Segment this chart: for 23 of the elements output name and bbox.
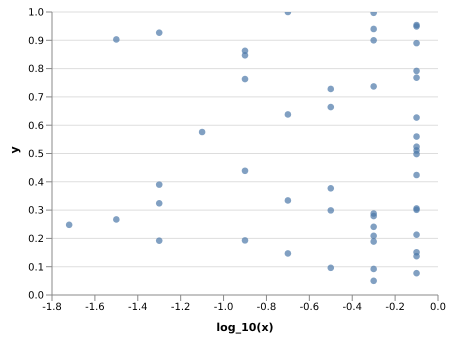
x-tick-label: -1.0 (214, 302, 234, 314)
y-tick-label: 0.8 (28, 64, 44, 76)
y-axis-title: y (8, 146, 21, 154)
y-tick-label: 0.1 (28, 262, 44, 274)
x-tick-label: -1.8 (42, 302, 62, 314)
y-tick-label: 0.2 (28, 234, 44, 245)
y-tick-label: 0.4 (28, 177, 44, 188)
x-axis-title: log_10(x) (216, 321, 274, 334)
y-tick-label: 0.0 (28, 290, 44, 302)
y-tick-label: 0.6 (28, 120, 44, 132)
x-tick-label: -0.6 (300, 302, 320, 314)
y-tick-label: 0.5 (28, 149, 44, 160)
y-tick-label: 0.3 (28, 206, 44, 217)
x-tick-label: -1.2 (170, 302, 190, 314)
y-tick-label: 0.9 (28, 36, 44, 47)
y-tick-label: 0.7 (28, 92, 44, 104)
x-tick-label: -0.4 (342, 302, 362, 314)
x-tick-label: -1.6 (85, 302, 105, 314)
x-tick-label: -0.2 (385, 302, 405, 314)
x-tick-label: -1.4 (128, 302, 148, 314)
x-tick-label: 0.0 (430, 302, 446, 314)
y-tick-label: 1.0 (28, 8, 44, 19)
x-tick-label: -0.8 (256, 302, 276, 314)
